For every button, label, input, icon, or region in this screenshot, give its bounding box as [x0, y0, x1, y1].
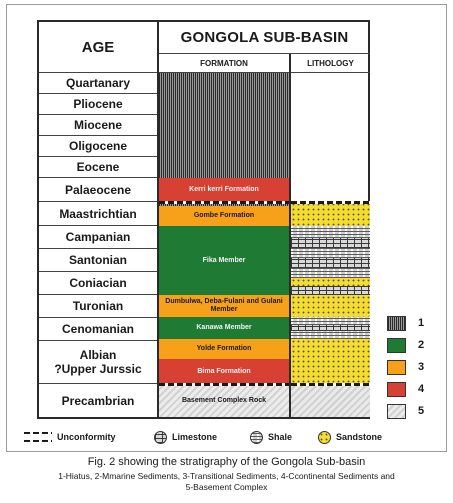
age-coniacian: Coniacian	[39, 272, 157, 295]
key-item-basement: 5	[387, 404, 440, 419]
unconformity-line	[159, 383, 289, 386]
figure-caption-note: 5-Basement Complex	[185, 482, 268, 492]
hiatus-strip	[159, 202, 289, 206]
lithology-limestone	[291, 258, 370, 268]
key-swatch	[387, 382, 406, 397]
column-divider	[289, 54, 291, 417]
age-maastrichtian: Maastrichtian	[39, 202, 157, 226]
key-label: 5	[418, 405, 425, 417]
key-swatch	[387, 338, 406, 353]
lithology-basement	[291, 384, 370, 417]
key-label: 2	[418, 339, 425, 351]
gombe-formation: Gombe Formation	[159, 206, 289, 226]
lithology-legend: Unconformity Limestone Shale Sandstone	[22, 429, 432, 445]
lithology-sandstone	[291, 202, 370, 226]
hiatus-block	[159, 73, 289, 178]
key-swatch	[387, 316, 406, 331]
lithology-shale	[291, 248, 370, 258]
formation-header: FORMATION	[159, 54, 289, 73]
dumbulwa-deba-fulani-gulani-member: Dumbulwa, Deba-Fulani and Gulani Member	[159, 295, 289, 317]
age-campanian: Campanian	[39, 226, 157, 249]
unconformity-line	[291, 201, 370, 204]
lithology-header: LITHOLOGY	[291, 54, 370, 73]
key-swatch	[387, 404, 406, 419]
legend-label: Limestone	[172, 432, 218, 442]
key-label: 1	[418, 317, 425, 329]
legend-unconformity: Unconformity	[24, 429, 116, 445]
column-divider	[157, 22, 159, 417]
lithology-shale	[291, 268, 370, 278]
age-quaternary: Quartanary	[39, 73, 157, 94]
key-item-continental: 4	[387, 382, 440, 397]
key-item-marine: 2	[387, 338, 440, 353]
stratigraphy-figure: AGE GONGOLA SUB-BASIN FORMATION LITHOLOG…	[6, 4, 447, 452]
unconformity-symbol-icon	[24, 432, 52, 442]
age-miocene: Miocene	[39, 115, 157, 136]
lithology-limestone	[291, 325, 370, 331]
age-header: AGE	[39, 22, 157, 73]
age-eocene: Eocene	[39, 157, 157, 178]
yolde-formation: Yolde Formation	[159, 339, 289, 359]
age-pliocene: Pliocene	[39, 94, 157, 115]
age-precambrian: Precambrian	[61, 393, 135, 408]
basin-header: GONGOLA SUB-BASIN	[159, 22, 370, 54]
limestone-symbol-icon	[154, 430, 167, 444]
kerri-kerri-formation: Kerri kerri Formation	[159, 178, 289, 202]
kanawa-member: Kanawa Member	[159, 317, 289, 339]
age-palaeocene: Palaeocene	[39, 178, 157, 202]
unconformity-line	[291, 383, 370, 386]
bima-formation: Bima Formation	[159, 359, 289, 384]
legend-label: Shale	[268, 432, 293, 442]
lithology-shale	[291, 331, 370, 339]
age-turonian: Turonian	[39, 295, 157, 318]
stratigraphic-column: AGE GONGOLA SUB-BASIN FORMATION LITHOLOG…	[37, 20, 370, 419]
age-santonian: Santonian	[39, 249, 157, 272]
figure-caption-title: Fig. 2 showing the stratigraphy of the G…	[87, 456, 366, 468]
legend-label: Unconformity	[57, 432, 116, 442]
lithology-limestone	[291, 238, 370, 248]
sandstone-symbol-icon	[318, 430, 331, 444]
lithology-shale	[291, 226, 370, 238]
lithology-sandstone	[291, 278, 370, 286]
lithology-limestone	[291, 286, 370, 295]
legend-limestone: Limestone	[154, 429, 217, 445]
age-oligocene: Oligocene	[39, 136, 157, 157]
lithology-sandstone	[291, 339, 370, 384]
key-item-transitional: 3	[387, 360, 440, 375]
legend-sandstone: Sandstone	[318, 429, 382, 445]
legend-label: Sandstone	[336, 432, 383, 442]
lithology-sandstone	[291, 295, 370, 317]
figure-caption-note: 1-Hiatus, 2-Mmarine Sediments, 3-Transit…	[58, 471, 395, 481]
age-albian-upper-jurassic: Albian ?Upper Jurssic	[39, 341, 157, 384]
legend-shale: Shale	[250, 429, 292, 445]
unconformity-line	[159, 201, 289, 204]
fika-member: Fika Member	[159, 226, 289, 295]
basement-complex-rock: Basement Complex Rock	[159, 384, 289, 417]
key-item-hiatus: 1	[387, 316, 440, 331]
shale-symbol-icon	[250, 430, 263, 444]
key-label: 4	[418, 383, 425, 395]
lithology-shale	[291, 317, 370, 325]
age-cenomanian: Cenomanian	[39, 318, 157, 341]
key-swatch	[387, 360, 406, 375]
key-label: 3	[418, 361, 425, 373]
